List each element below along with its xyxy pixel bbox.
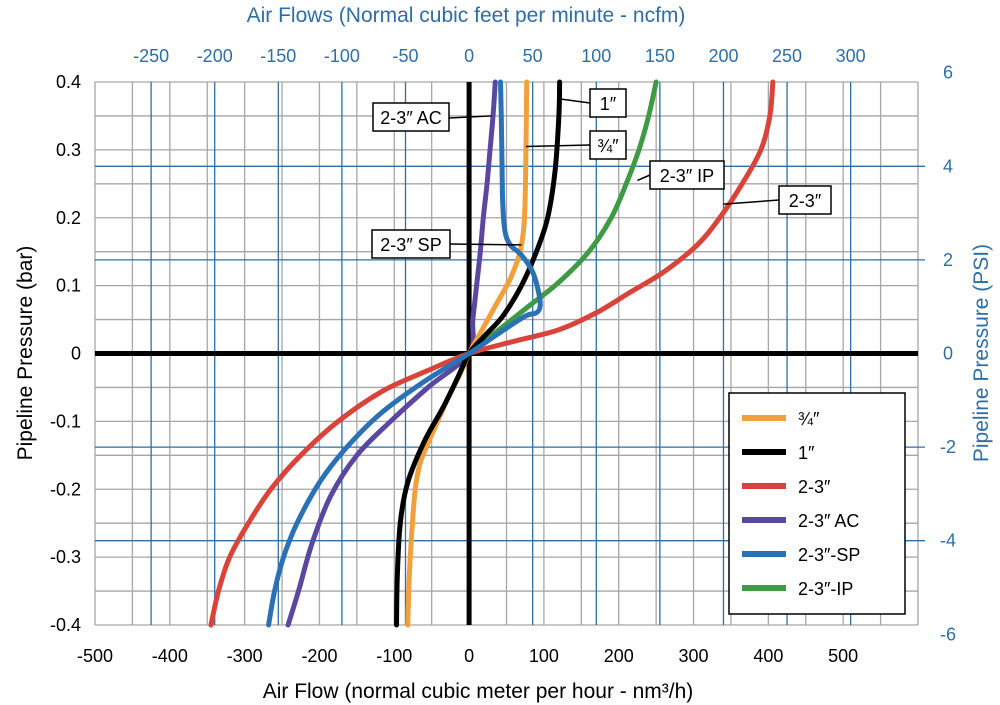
annotations: 2-3″ AC 1″ ¾″ 2-3″ IP 2-3″ 2-3″ SP — [371, 88, 832, 259]
x-tick-label: -200 — [301, 646, 337, 666]
y-tick-label: 0 — [71, 344, 81, 364]
top-tick-label: 200 — [708, 46, 738, 66]
callout-box — [372, 102, 450, 132]
x-tick-label: -500 — [77, 646, 113, 666]
x-tick-label: -300 — [227, 646, 263, 666]
series — [208, 79, 776, 628]
callout-leader — [448, 115, 492, 119]
callout-box — [371, 229, 451, 259]
y-tick-label: 0.3 — [56, 140, 81, 160]
right-tick-label: 6 — [943, 63, 953, 83]
callout-label: 2-3″ AC — [380, 108, 441, 128]
right-tick-label: 4 — [943, 156, 953, 176]
y-tick-label: -0.1 — [50, 411, 81, 431]
callout-leader — [560, 98, 591, 104]
right-tick-label: -2 — [940, 437, 956, 457]
top-tick-label: 50 — [523, 46, 543, 66]
right-tick-label: 0 — [943, 344, 953, 364]
top-tick-label: 100 — [581, 46, 611, 66]
legend-label: 2-3″ AC — [798, 511, 859, 531]
x-axis-title: Air Flow (normal cubic meter per hour - … — [263, 680, 694, 703]
right-tick-label: 2 — [943, 250, 953, 270]
series-line — [394, 79, 563, 628]
x-tick-label: -100 — [376, 646, 412, 666]
y-tick-label: 0.2 — [56, 208, 81, 228]
x-tick-label: 200 — [604, 646, 634, 666]
y-tick-label: -0.4 — [50, 615, 81, 635]
series-line — [466, 79, 659, 356]
callout-box — [589, 88, 627, 118]
top-tick-label: 300 — [836, 46, 866, 66]
top-tick-label: 150 — [645, 46, 675, 66]
legend: ¾″ 1″ 2-3″ 2-3″ AC 2-3″-SP 2-3″-IP — [728, 392, 906, 615]
y-axis-title-right: Pipeline Pressure (PSI) — [970, 244, 993, 462]
y-axis-title-left: Pipeline Pressure (bar) — [14, 246, 37, 461]
series-line — [285, 79, 498, 628]
legend-label: 2-3″-SP — [798, 545, 860, 565]
top-tick-label: -250 — [133, 46, 169, 66]
legend-label: 2-3″ — [798, 477, 831, 497]
callout-label: ¾″ — [597, 136, 619, 156]
top-tick-label: -100 — [324, 46, 360, 66]
legend-label: 2-3″-IP — [798, 579, 853, 599]
callout-leader — [723, 199, 780, 205]
callout-leader — [637, 174, 651, 182]
legend-label: 1″ — [798, 443, 815, 463]
legend-box — [728, 392, 906, 615]
top-tick-label: -200 — [197, 46, 233, 66]
top-axis-title: Air Flows (Normal cubic feet per minute … — [247, 4, 686, 27]
callout-label: 1″ — [600, 94, 617, 114]
callout-label: 2-3″ SP — [380, 235, 441, 255]
top-tick-label: 250 — [772, 46, 802, 66]
callout-leader — [525, 144, 591, 148]
x-tick-label: -400 — [152, 646, 188, 666]
callout-box — [649, 160, 725, 190]
callout-label: 2-3″ — [789, 191, 822, 211]
x-tick-label: 500 — [828, 646, 858, 666]
callout-label: 2-3″ IP — [660, 166, 714, 186]
right-tick-label: -4 — [940, 531, 956, 551]
x-tick-label: 0 — [464, 646, 474, 666]
top-tick-label: -50 — [392, 46, 418, 66]
callout-box — [778, 185, 832, 215]
y-tick-label: -0.2 — [50, 479, 81, 499]
y-tick-label: 0.4 — [56, 72, 81, 92]
x-tick-label: 100 — [529, 646, 559, 666]
legend-label: ¾″ — [798, 409, 820, 429]
series-line — [266, 79, 543, 628]
top-tick-label: 0 — [464, 46, 474, 66]
series-line — [208, 79, 776, 628]
x-tick-label: 300 — [679, 646, 709, 666]
x-tick-label: 400 — [753, 646, 783, 666]
top-tick-label: -150 — [260, 46, 296, 66]
y-tick-label: -0.3 — [50, 547, 81, 567]
callout-leader — [449, 243, 522, 246]
right-tick-label: -6 — [940, 624, 956, 644]
callout-box — [589, 130, 627, 160]
y-tick-label: 0.1 — [56, 276, 81, 296]
